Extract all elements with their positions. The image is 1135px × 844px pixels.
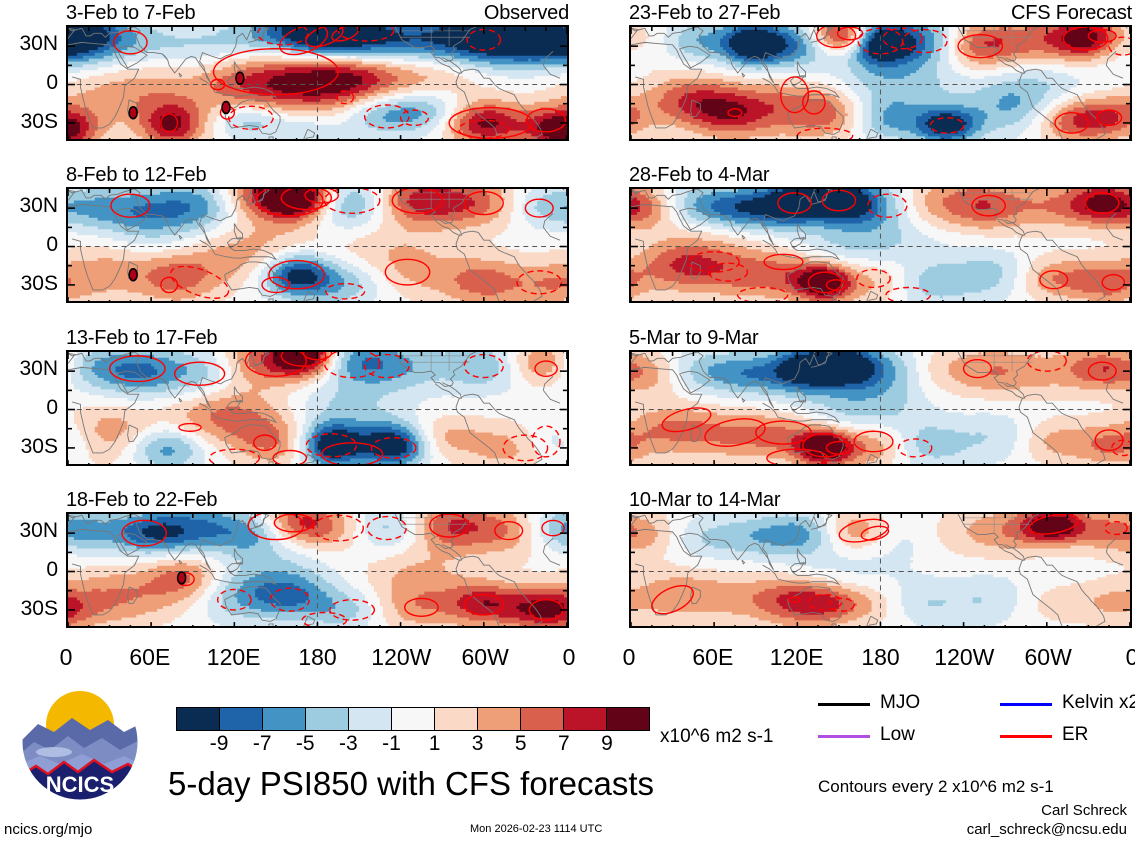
colorbar-swatch-5 [392, 708, 435, 730]
colorbar-tick-5: 5 [514, 732, 527, 755]
y-axis-label-0: 0 [46, 71, 58, 94]
colorbar-tick-9: 9 [601, 732, 613, 755]
map-panel-5 [629, 25, 1132, 141]
panel-6: 28-Feb to 4-Mar [629, 165, 1132, 303]
colorbar-swatch-2 [263, 708, 306, 730]
x-axis-label-0: 0 [562, 644, 576, 670]
colorbar-swatch-3 [306, 708, 349, 730]
panel-3: 13-Feb to 17-Feb [66, 328, 569, 466]
map-panel-1 [66, 25, 569, 141]
colorbar-tick--3: -3 [339, 732, 358, 755]
colorbar-swatch-1 [220, 708, 263, 730]
author-name: Carl Schreck [1041, 802, 1127, 819]
panel-8: 10-Mar to 14-Mar [629, 490, 1132, 628]
x-axis-label-120W: 120W [371, 644, 432, 670]
x-axis-label-120W: 120W [934, 644, 995, 670]
colorbar-tick--9: -9 [209, 732, 229, 755]
map-panel-6 [629, 187, 1132, 303]
column-header: Observed [483, 2, 569, 24]
x-axis-label-180: 180 [861, 644, 900, 670]
x-axis-label-60W: 60W [461, 644, 509, 670]
generation-timestamp: Mon 2026-02-23 1114 UTC [470, 823, 603, 835]
colorbar-swatch-9 [564, 708, 607, 730]
panel-title: 3-Feb to 7-Feb [66, 2, 196, 24]
panel-title: 18-Feb to 22-Feb [66, 489, 218, 511]
colorbar-swatch-7 [478, 708, 521, 730]
y-axis-label-30S: 30S [20, 271, 58, 295]
y-axis-label-30N: 30N [19, 357, 58, 381]
y-axis-label-30S: 30S [20, 109, 58, 133]
panel-title: 5-Mar to 9-Mar [629, 327, 759, 349]
colorbar-tick--1: -1 [382, 732, 401, 755]
map-panel-3 [66, 350, 569, 466]
colorbar-swatch-4 [349, 708, 392, 730]
panel-7: 5-Mar to 9-Mar [629, 328, 1132, 466]
y-axis-label-0: 0 [46, 233, 58, 256]
figure-title: 5-day PSI850 with CFS forecasts [168, 765, 655, 802]
colorbar-tick--5: -5 [295, 732, 315, 755]
legend-label-er: ER [1062, 724, 1089, 745]
legend-line-kelvin-x2 [1000, 703, 1052, 706]
colorbar-swatch-6 [435, 708, 478, 730]
colorbar-swatch-0 [177, 708, 220, 730]
colorbar [176, 707, 650, 731]
map-panel-4 [66, 512, 569, 628]
y-axis-label-30N: 30N [19, 519, 58, 543]
column-header: CFS Forecast [1011, 2, 1132, 24]
legend-label-low: Low [880, 724, 915, 745]
contours-note: Contours every 2 x10^6 m2 s-1 [818, 777, 1054, 796]
panel-2: 8-Feb to 12-Feb [66, 165, 569, 303]
panel-5: 23-Feb to 27-Feb CFS Forecast [629, 3, 1132, 141]
x-axis-label-60E: 60E [129, 644, 171, 670]
colorbar-tick--7: -7 [252, 732, 272, 755]
map-panel-7 [629, 350, 1132, 466]
ncics-logo: NCICS [20, 680, 140, 810]
x-axis-label-180: 180 [298, 644, 337, 670]
panel-4: 18-Feb to 22-Feb [66, 490, 569, 628]
y-axis-label-30S: 30S [20, 596, 58, 620]
y-axis-label-30N: 30N [19, 194, 58, 218]
legend-label-kelvin-x2: Kelvin x2 [1062, 692, 1135, 713]
x-axis-label-0: 0 [622, 644, 636, 670]
map-panel-2 [66, 187, 569, 303]
legend-label-mjo: MJO [880, 692, 921, 713]
x-axis-label-0: 0 [59, 644, 73, 670]
x-axis-label-120E: 120E [206, 644, 261, 670]
legend-line-low [818, 735, 870, 738]
y-axis-label-30S: 30S [20, 434, 58, 458]
y-axis-label-0: 0 [46, 396, 58, 419]
y-axis-label-30N: 30N [19, 32, 58, 56]
legend-line-er [1000, 735, 1052, 738]
panel-title: 23-Feb to 27-Feb [629, 2, 781, 24]
y-axis-label-0: 0 [46, 558, 58, 581]
legend-line-mjo [818, 703, 870, 706]
site-url: ncics.org/mjo [4, 821, 93, 838]
colorbar-units-label: x10^6 m2 s-1 [660, 726, 774, 747]
x-axis-label-60E: 60E [692, 644, 734, 670]
panel-title: 10-Mar to 14-Mar [629, 489, 781, 511]
colorbar-tick-1: 1 [428, 732, 441, 755]
panel-title: 8-Feb to 12-Feb [66, 164, 207, 186]
logo-text: NCICS [46, 772, 114, 797]
colorbar-swatch-10 [607, 708, 649, 730]
x-axis-label-60W: 60W [1024, 644, 1072, 670]
colorbar-tick-7: 7 [557, 732, 570, 755]
panel-title: 13-Feb to 17-Feb [66, 327, 218, 349]
panel-title: 28-Feb to 4-Mar [629, 164, 770, 186]
colorbar-swatch-8 [521, 708, 564, 730]
map-panel-8 [629, 512, 1132, 628]
x-axis-label-0: 0 [1125, 644, 1135, 670]
author-email: carl_schreck@ncsu.edu [966, 821, 1127, 838]
x-axis-label-120E: 120E [769, 644, 824, 670]
colorbar-tick-3: 3 [471, 732, 484, 755]
panel-1: 3-Feb to 7-Feb Observed [66, 3, 569, 141]
